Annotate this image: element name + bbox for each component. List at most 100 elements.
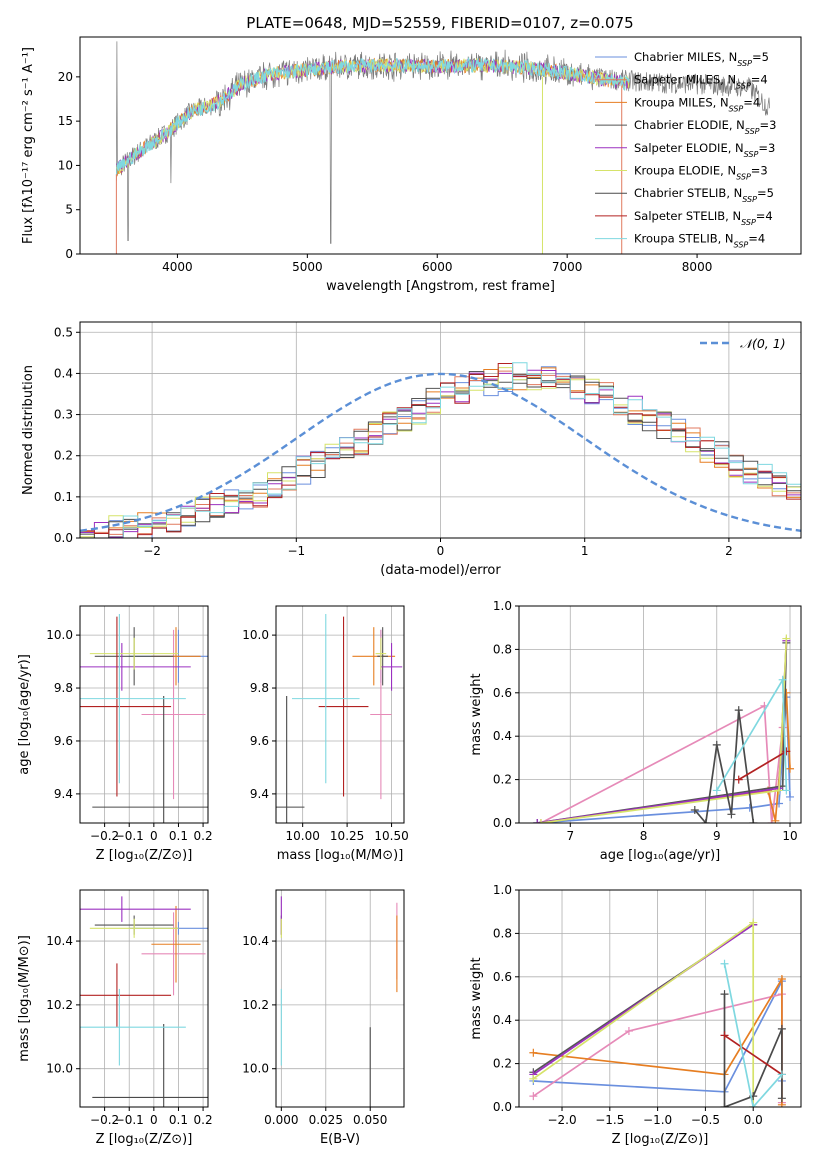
series-line-salpeter_miles_weight: [540, 704, 784, 823]
histogram-kroupa_elodie: [80, 367, 801, 538]
series-marker-kroupa_miles: [786, 764, 795, 773]
mass-vs-EBV-frame: 0.000 0.025 0.050 10.0 10.2 10.4 E(B-V): [242, 889, 405, 1147]
age-vs-Z-frame: −0.2−0.1 0 0.1 0.2 9.4 9.6 9.8 10.0 Z [log₁₀(Z/Z…: [17, 605, 213, 863]
y-tick-label: 0.1: [54, 490, 73, 504]
y-tick-label: 0.8: [493, 926, 512, 940]
axes-frame: [79, 36, 802, 255]
y-tick-label: 0.0: [493, 1100, 512, 1114]
x-tick-label: 8000: [682, 260, 713, 274]
series-marker-kroupa_elodie: [782, 634, 791, 643]
x-tick-label: 9: [713, 829, 721, 843]
y-tick-label: 0: [65, 247, 73, 261]
y-tick-label: 0.3: [54, 408, 73, 422]
x-tick-label: −0.1: [115, 1113, 144, 1127]
mass-vs-EBV-points: [280, 896, 398, 1107]
figure-title: PLATE=0648, MJD=52559, FIBERID=0107, z=0…: [246, 14, 633, 32]
mass-weight-vs-age-series: [533, 634, 795, 823]
legend-label: Chabrier STELIB, NSSP=5: [634, 186, 774, 204]
y-tick-label: 0.2: [493, 1057, 512, 1071]
mass-weight-vs-age-frame: 7 8 9 10 0.0 0.2 0.4 0.6 0.8 1.0 age [log₁₀(age/yr…: [469, 599, 802, 863]
normal-curve-line: [80, 372, 801, 532]
x-axis-label: Z [log₁₀(Z/Z⊙)]: [612, 1132, 709, 1147]
series-marker-chabrier_miles: [745, 803, 754, 812]
series-marker-chabrier_stelib: [727, 810, 736, 819]
x-tick-label: −1: [287, 544, 305, 558]
spectrum-legend: Chabrier MILES, NSSP=5 Salpeter MILES, NS…: [595, 50, 776, 249]
x-tick-label: −0.1: [115, 829, 144, 843]
series-marker-kroupa_miles: [771, 816, 780, 823]
y-tick-label: 0.4: [54, 366, 73, 380]
age-vs-Z-points: [80, 613, 208, 823]
y-tick-label: 9.6: [250, 734, 269, 748]
axes-frame: [79, 889, 209, 1108]
age-vs-mass-frame: 10.00 10.25 10.50 9.4 9.6 9.8 10.0 mass [log₁₀(…: [242, 605, 409, 863]
series-marker-kroupa_miles: [529, 1048, 538, 1057]
spectrum-lines: [115, 41, 770, 254]
observed-spectrum-line: [116, 41, 770, 244]
y-tick-label: 10.2: [242, 998, 269, 1012]
legend-label: Chabrier ELODIE, NSSP=3: [634, 118, 776, 136]
x-tick-label: 0.2: [194, 1113, 213, 1127]
model-spectrum-kroupa_stelib: [115, 56, 630, 176]
series-marker-salpeter_stelib: [734, 775, 743, 784]
series-marker-chabrier_stelib: [701, 819, 710, 823]
x-tick-label: 5000: [292, 260, 323, 274]
y-tick-label: 5: [65, 203, 73, 217]
mass-weight-vs-Z-frame: −2.0 −1.5 −1.0 −0.5 0.0 0.0 0.2 0.4 0.6 0.8 1.0 Z […: [469, 883, 802, 1147]
y-axis-label: age [log₁₀(age/yr)]: [17, 654, 32, 775]
x-axis-label: Z [log₁₀(Z/Z⊙)]: [96, 1132, 193, 1147]
y-axis-label: mass weight: [469, 957, 484, 1039]
series-line-kroupa_elodie: [532, 920, 755, 1107]
mass-weight-vs-Z-axes: [519, 889, 801, 1108]
y-tick-label: 0.0: [493, 816, 512, 830]
y-tick-label: 0.2: [493, 773, 512, 787]
series-marker-kroupa_stelib: [720, 959, 729, 968]
y-tick-label: 10.2: [46, 998, 73, 1012]
residuals-axes: [80, 322, 801, 539]
mass-vs-Z-points: [80, 896, 208, 1107]
y-tick-label: 0.6: [493, 970, 512, 984]
x-tick-label: 0.000: [264, 1113, 298, 1127]
series-marker-kroupa_elodie: [536, 819, 545, 823]
series-marker-salpeter_miles_weight: [624, 1027, 633, 1036]
x-tick-label: 7000: [552, 260, 583, 274]
x-tick-label: 0: [150, 829, 158, 843]
y-tick-label: 1.0: [493, 883, 512, 897]
x-tick-label: 6000: [422, 260, 453, 274]
series-marker-chabrier_miles: [786, 792, 795, 801]
x-tick-label: 4000: [162, 260, 193, 274]
y-tick-label: 0.0: [54, 531, 73, 545]
x-tick-label: 0.050: [353, 1113, 387, 1127]
x-axis-label: E(B-V): [320, 1132, 360, 1147]
histogram-kroupa_miles: [80, 367, 801, 538]
axes-frame: [275, 889, 405, 1108]
y-tick-label: 15: [58, 114, 73, 128]
series-marker-chabrier_stelib: [720, 1103, 729, 1107]
series-marker-salpeter_stelib: [720, 1031, 729, 1040]
axes-frame: [518, 605, 802, 824]
x-tick-label: −2.0: [547, 1113, 576, 1127]
y-axis-label: mass weight: [469, 673, 484, 755]
x-tick-label: −2: [143, 544, 161, 558]
residual-legend: 𝒩(0, 1): [700, 336, 786, 351]
series-marker-kroupa_stelib: [777, 1070, 786, 1079]
mass-vs-Z-frame: −0.2−0.1 0 0.1 0.2 10.0 10.2 10.4 Z [log₁₀(Z/Z⊙…: [17, 889, 213, 1147]
legend-label: Salpeter STELIB, NSSP=4: [634, 209, 773, 227]
x-axis-label: mass [log₁₀(M/M⊙)]: [277, 848, 404, 863]
x-tick-label: 0.2: [194, 829, 213, 843]
series-marker-chabrier_stelib: [690, 805, 699, 814]
series-marker-kroupa_elodie: [749, 918, 758, 927]
x-tick-label: −0.5: [691, 1113, 720, 1127]
series-marker-chabrier_stelib: [712, 740, 721, 749]
series-marker-chabrier_stelib: [749, 819, 758, 823]
x-tick-label: 0: [150, 1113, 158, 1127]
x-axis-label: wavelength [Angstrom, rest frame]: [326, 279, 555, 294]
y-tick-label: 9.6: [54, 734, 73, 748]
x-tick-label: 10.25: [330, 829, 364, 843]
y-tick-label: 0.2: [54, 449, 73, 463]
y-tick-label: 10.4: [46, 934, 73, 948]
series-marker-kroupa_elodie: [775, 786, 784, 795]
series-marker-chabrier_stelib: [777, 1094, 786, 1103]
spectrum-frame: 4000 5000 6000 7000 8000 0 5 10 15 20 wavelength […: [21, 36, 802, 294]
